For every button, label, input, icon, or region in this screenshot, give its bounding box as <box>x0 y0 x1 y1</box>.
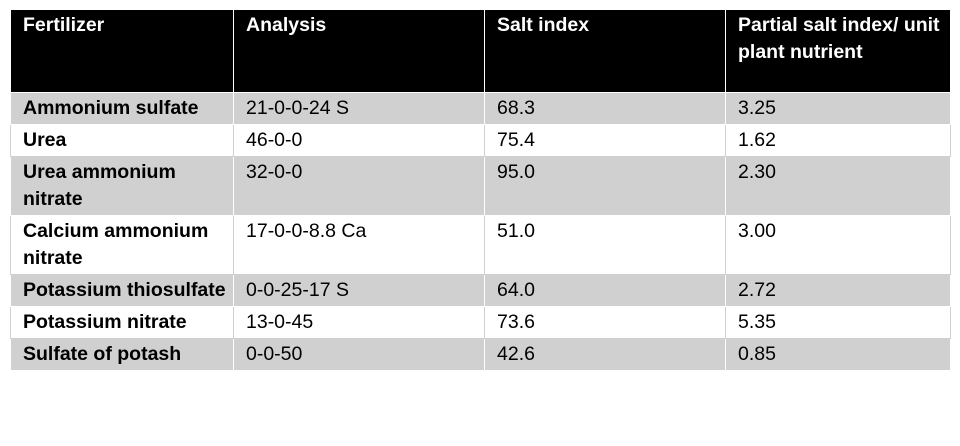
table-row: Urea 46-0-0 75.4 1.62 <box>10 124 951 157</box>
table-row: Urea ammonium nitrate 32-0-0 95.0 2.30 <box>10 156 951 216</box>
table-row: Ammonium sulfate 21-0-0-24 S 68.3 3.25 <box>10 92 951 125</box>
fertilizer-cell: Potassium nitrate <box>10 306 234 339</box>
analysis-cell: 13-0-45 <box>233 306 485 339</box>
fertilizer-salt-index-table: Fertilizer Analysis Salt index Partial s… <box>10 9 951 371</box>
salt-index-cell: 51.0 <box>484 215 726 275</box>
partial-salt-index-cell: 2.30 <box>725 156 951 216</box>
header-analysis: Analysis <box>233 9 485 93</box>
salt-index-cell: 73.6 <box>484 306 726 339</box>
salt-index-cell: 95.0 <box>484 156 726 216</box>
header-partial-salt-index: Partial salt index/ unit plant nutrient <box>725 9 951 93</box>
fertilizer-cell: Potassium thiosulfate <box>10 274 234 307</box>
header-fertilizer: Fertilizer <box>10 9 234 93</box>
partial-salt-index-cell: 3.25 <box>725 92 951 125</box>
header-row: Fertilizer Analysis Salt index Partial s… <box>10 9 951 93</box>
salt-index-cell: 64.0 <box>484 274 726 307</box>
fertilizer-cell: Sulfate of potash <box>10 338 234 371</box>
partial-salt-index-cell: 2.72 <box>725 274 951 307</box>
fertilizer-table-container: Fertilizer Analysis Salt index Partial s… <box>10 9 951 371</box>
fertilizer-cell: Urea ammonium nitrate <box>10 156 234 216</box>
partial-salt-index-cell: 1.62 <box>725 124 951 157</box>
analysis-cell: 21-0-0-24 S <box>233 92 485 125</box>
salt-index-cell: 68.3 <box>484 92 726 125</box>
table-row: Potassium thiosulfate 0-0-25-17 S 64.0 2… <box>10 274 951 307</box>
analysis-cell: 0-0-25-17 S <box>233 274 485 307</box>
analysis-cell: 17-0-0-8.8 Ca <box>233 215 485 275</box>
partial-salt-index-cell: 3.00 <box>725 215 951 275</box>
table-row: Sulfate of potash 0-0-50 42.6 0.85 <box>10 338 951 371</box>
table-row: Calcium ammonium nitrate 17-0-0-8.8 Ca 5… <box>10 215 951 275</box>
fertilizer-cell: Calcium ammonium nitrate <box>10 215 234 275</box>
header-salt-index: Salt index <box>484 9 726 93</box>
fertilizer-cell: Urea <box>10 124 234 157</box>
partial-salt-index-cell: 0.85 <box>725 338 951 371</box>
analysis-cell: 32-0-0 <box>233 156 485 216</box>
salt-index-cell: 75.4 <box>484 124 726 157</box>
analysis-cell: 0-0-50 <box>233 338 485 371</box>
table-row: Potassium nitrate 13-0-45 73.6 5.35 <box>10 306 951 339</box>
salt-index-cell: 42.6 <box>484 338 726 371</box>
fertilizer-cell: Ammonium sulfate <box>10 92 234 125</box>
analysis-cell: 46-0-0 <box>233 124 485 157</box>
partial-salt-index-cell: 5.35 <box>725 306 951 339</box>
